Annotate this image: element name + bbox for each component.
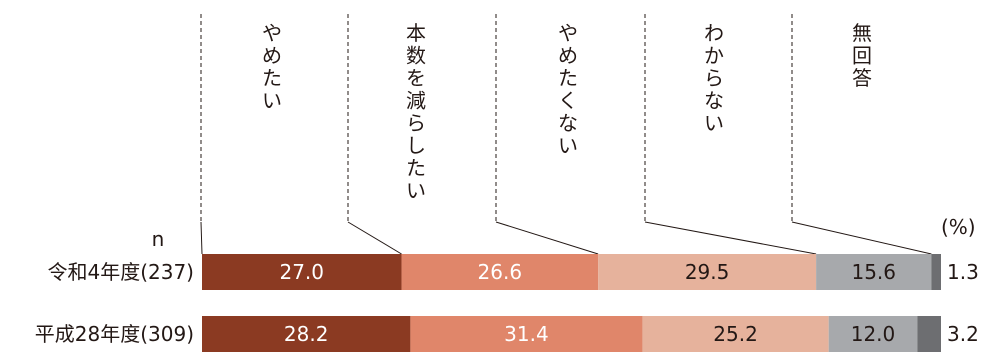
bar-segment xyxy=(202,316,411,352)
legend-header: 無回答 xyxy=(852,21,872,90)
legend: やめたい 本数を減らしたい やめたくない わからない 無回答 xyxy=(262,21,872,203)
data-label: 15.6 xyxy=(851,260,896,284)
data-label: 3.2 xyxy=(947,322,979,346)
leader-connector xyxy=(347,221,402,255)
bar-segment xyxy=(202,254,402,290)
category-label: 平成28年度(309) xyxy=(35,322,194,346)
data-label: 25.2 xyxy=(713,322,758,346)
bar-segment xyxy=(642,316,829,352)
leader-connector xyxy=(791,221,932,255)
n-label: n xyxy=(152,227,165,251)
bar-segment xyxy=(917,316,941,352)
bar-segment xyxy=(931,254,941,290)
legend-leader-lines xyxy=(200,14,932,255)
leader-connector xyxy=(200,221,203,255)
data-label: 12.0 xyxy=(851,322,896,346)
legend-header: やめたくない xyxy=(558,21,578,158)
data-label: 31.4 xyxy=(504,322,549,346)
legend-header: やめたい xyxy=(262,21,282,113)
data-label: 29.5 xyxy=(685,260,730,284)
legend-header: 本数を減らしたい xyxy=(406,21,426,203)
bar-segment xyxy=(598,254,817,290)
bar-segment xyxy=(410,316,643,352)
leader-connector xyxy=(644,221,817,255)
data-label: 27.0 xyxy=(279,260,324,284)
bar-segment xyxy=(816,254,932,290)
data-label: 26.6 xyxy=(478,260,523,284)
leader-connector xyxy=(495,221,599,255)
data-label: 1.3 xyxy=(947,260,979,284)
bars xyxy=(202,254,941,352)
bar-segment xyxy=(828,316,918,352)
labels: 27.0 26.6 29.5 15.6 1.3 令和4年度(237) 28.2 31.4 25.… xyxy=(35,215,979,346)
data-label: 28.2 xyxy=(284,322,329,346)
unit-label: (%) xyxy=(941,215,976,239)
bar-segment xyxy=(401,254,599,290)
legend-header: わからない xyxy=(704,21,724,135)
category-label: 令和4年度(237) xyxy=(47,260,194,284)
